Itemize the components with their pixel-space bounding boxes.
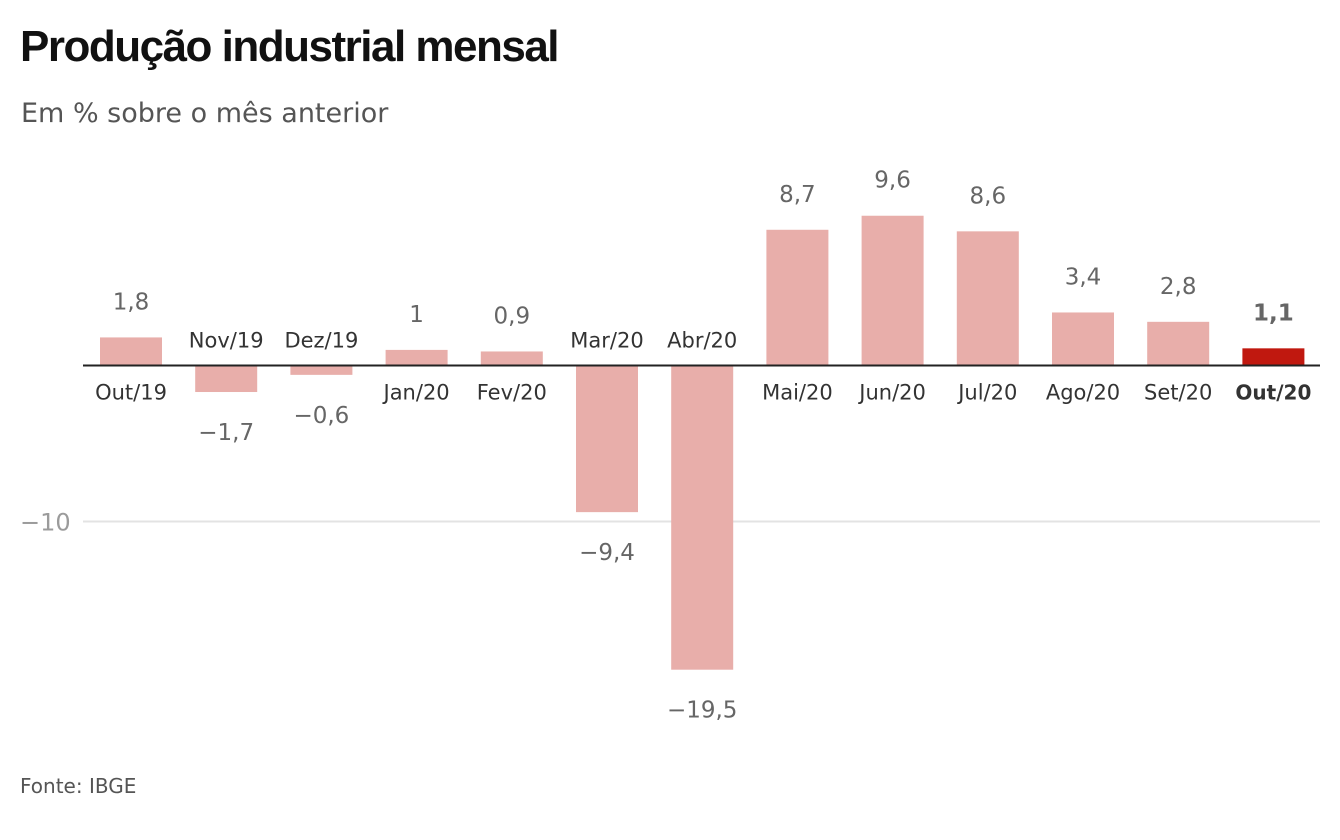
value-label: 0,9 (494, 303, 531, 329)
value-label: 1 (409, 302, 424, 328)
value-label: 2,8 (1160, 274, 1197, 300)
bar (100, 337, 162, 366)
bar (195, 365, 258, 393)
value-label: 8,6 (970, 183, 1007, 209)
value-label: 3,4 (1065, 264, 1102, 290)
bar (576, 365, 638, 513)
category-label: Out/20 (1235, 381, 1311, 405)
value-label: −19,5 (667, 698, 737, 724)
value-label: 8,7 (779, 182, 816, 208)
bar (1147, 321, 1210, 366)
value-label: −1,7 (198, 420, 254, 446)
category-label: Jan/20 (382, 381, 450, 405)
value-label: 9,6 (874, 168, 911, 194)
category-label: Jun/20 (857, 381, 926, 405)
bar (671, 365, 734, 670)
chart-title: Produção industrial mensal (20, 22, 560, 71)
value-label: −9,4 (579, 540, 635, 566)
source-note: Fonte: IBGE (20, 774, 137, 798)
bar-chart: −10 1,8 Out/19 −1,7 Nov/19 −0,6 Dez/19 1 Jan/20 0… (20, 168, 1320, 724)
category-label: Fev/20 (477, 381, 547, 405)
bar (290, 365, 353, 375)
value-label: 1,1 (1253, 300, 1294, 326)
bar (1242, 348, 1305, 366)
value-label: 1,8 (113, 289, 150, 315)
category-label: Ago/20 (1046, 381, 1120, 405)
category-label: Out/19 (95, 381, 167, 405)
bar (1052, 312, 1114, 366)
category-label: Dez/19 (284, 329, 358, 353)
bar (385, 349, 448, 366)
category-label: Mar/20 (570, 329, 643, 353)
bar (480, 351, 543, 366)
category-label: Mai/20 (762, 381, 833, 405)
bar (956, 231, 1019, 366)
category-label: Set/20 (1144, 381, 1212, 405)
bar (766, 229, 829, 366)
category-label: Abr/20 (667, 329, 737, 353)
value-label: −0,6 (293, 403, 349, 429)
y-tick-label: −10 (20, 509, 71, 537)
category-label: Jul/20 (956, 381, 1017, 405)
category-label: Nov/19 (189, 329, 264, 353)
chart-subtitle: Em % sobre o mês anterior (21, 98, 389, 129)
bar (861, 215, 924, 366)
